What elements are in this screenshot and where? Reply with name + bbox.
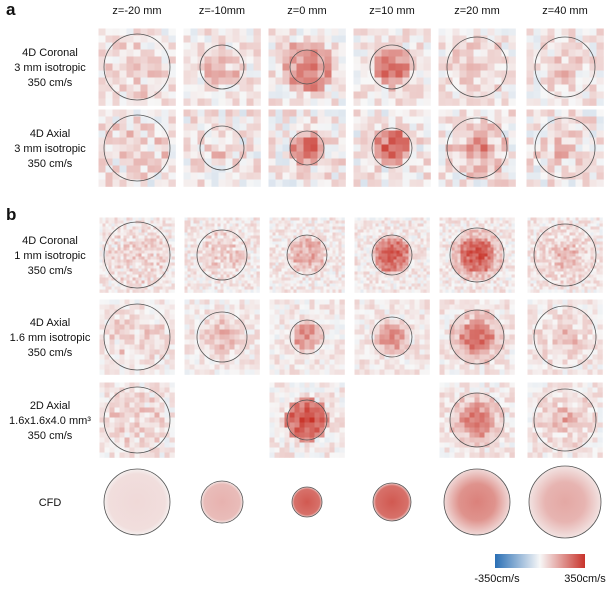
panel-letter: b: [6, 205, 16, 224]
row-label: 4D Coronal: [22, 235, 78, 247]
row-label: 3 mm isotropic: [14, 62, 86, 74]
velocity-map: [528, 383, 603, 458]
column-header: z=-10mm: [199, 5, 245, 17]
velocity-map: [185, 218, 260, 293]
velocity-map: [270, 218, 345, 293]
velocity-map: [100, 383, 175, 458]
row-label: 3 mm isotropic: [14, 143, 86, 155]
velocity-map: [184, 110, 261, 187]
velocity-map: [527, 110, 604, 187]
velocity-map: [440, 300, 515, 375]
velocity-map: [270, 300, 345, 375]
velocity-map: [269, 29, 346, 106]
velocity-map: [354, 110, 431, 187]
row-label: 1 mm isotropic: [14, 250, 86, 262]
row-label: 350 cm/s: [28, 77, 73, 89]
velocity-map: [100, 218, 175, 293]
velocity-map: [528, 218, 603, 293]
velocity-map: [439, 110, 516, 187]
column-header: z=40 mm: [542, 5, 588, 17]
velocity-map: [100, 300, 175, 375]
velocity-map: [527, 29, 604, 106]
cfd-map: [201, 481, 243, 523]
velocity-map: [270, 383, 345, 458]
row-label: 2D Axial: [30, 400, 70, 412]
velocity-map: [99, 29, 176, 106]
velocity-map: [440, 383, 515, 458]
cfd-map: [529, 466, 601, 538]
column-header: z=10 mm: [369, 5, 415, 17]
column-header: z=0 mm: [287, 5, 326, 17]
velocity-map: [355, 300, 430, 375]
velocity-map: [354, 29, 431, 106]
cfd-map: [444, 469, 510, 535]
velocity-map: [185, 300, 260, 375]
column-header: z=20 mm: [454, 5, 500, 17]
velocity-map: [355, 218, 430, 293]
row-label: 350 cm/s: [28, 265, 73, 277]
row-label: 350 cm/s: [28, 430, 73, 442]
cfd-map: [373, 483, 411, 521]
row-label: 1.6x1.6x4.0 mm³: [9, 415, 91, 427]
cfd-map: [292, 487, 322, 517]
row-label: 4D Coronal: [22, 47, 78, 59]
row-label: 4D Axial: [30, 317, 70, 329]
colorbar-min: -350cm/s: [474, 573, 520, 585]
panel-letter: a: [6, 0, 16, 19]
row-label: 350 cm/s: [28, 158, 73, 170]
velocity-map: [184, 29, 261, 106]
colorbar: [495, 554, 585, 568]
velocity-map: [269, 110, 346, 187]
cfd-map: [104, 469, 170, 535]
row-label: 1.6 mm isotropic: [10, 332, 91, 344]
colorbar-max: 350cm/s: [564, 573, 606, 585]
velocity-map: [440, 218, 515, 293]
column-header: z=-20 mm: [112, 5, 161, 17]
velocity-map: [439, 29, 516, 106]
velocity-map: [528, 300, 603, 375]
row-label: 4D Axial: [30, 128, 70, 140]
row-label: 350 cm/s: [28, 347, 73, 359]
row-label: CFD: [39, 497, 62, 509]
velocity-map: [99, 110, 176, 187]
tiles: [99, 29, 604, 539]
